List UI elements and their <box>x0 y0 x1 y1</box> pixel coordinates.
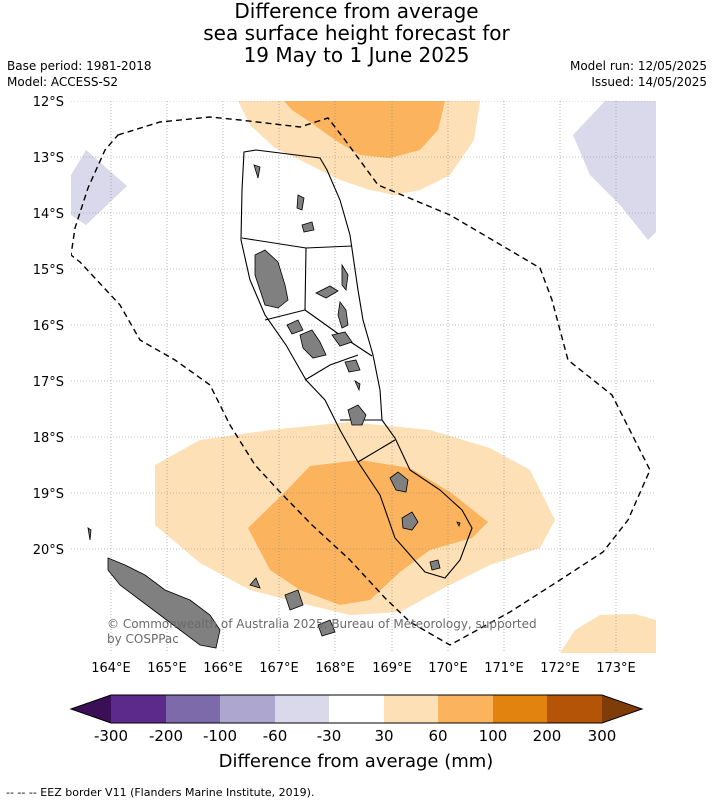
colorbar-outline <box>69 694 644 724</box>
meta-left: Base period: 1981-2018 Model: ACCESS-S2 <box>7 58 152 90</box>
colorbar-segment <box>384 695 438 723</box>
lon-label: 167°E <box>259 661 299 676</box>
colorbar-segment <box>111 695 166 723</box>
lon-label: 168°E <box>315 661 355 676</box>
lon-labels: 164°E 165°E 166°E 167°E 168°E 169°E 170°… <box>91 661 636 676</box>
island-erromango <box>389 471 409 493</box>
lon-label: 165°E <box>147 661 187 676</box>
island-tanna <box>401 511 419 531</box>
colorbar-label: Difference from average (mm) <box>219 751 494 772</box>
copyright-line-1: © Commonwealth of Australia 2025, Bureau… <box>107 617 537 631</box>
island-loyalty-3 <box>317 619 336 637</box>
base-period: Base period: 1981-2018 <box>7 59 152 73</box>
island-aneityum <box>429 559 441 571</box>
colorbar-tick: -200 <box>149 727 183 745</box>
island-banks <box>296 194 305 211</box>
title-line-2: sea surface height forecast for <box>203 21 510 45</box>
lon-label: 171°E <box>484 661 524 676</box>
lon-label: 166°E <box>203 661 243 676</box>
island-gaua <box>301 221 315 233</box>
colorbar-tick: -30 <box>317 727 342 745</box>
colorbar-segment <box>220 695 275 723</box>
colorbar-ticks: -300 -200 -100 -60 -30 30 60 100 200 300 <box>94 727 616 745</box>
island-maewo <box>341 263 349 291</box>
island-pentecost <box>337 300 349 329</box>
colorbar-tick: 60 <box>428 727 447 745</box>
gridlines <box>71 101 656 653</box>
colorbar-tick: 30 <box>374 727 393 745</box>
lat-label: 18°S <box>33 431 64 446</box>
eez-legend-note: -- -- -- EEZ border V11 (Flanders Marine… <box>6 786 315 799</box>
island-paama <box>344 359 361 373</box>
neg-anomaly-east <box>573 101 656 240</box>
neg-anomaly-west <box>71 150 127 225</box>
colorbar-tick: 200 <box>533 727 562 745</box>
colorbar-segment <box>547 695 602 723</box>
lon-label: 173°E <box>596 661 636 676</box>
pos-anomaly-north-60 <box>284 101 445 158</box>
island-loyalty-1 <box>249 577 261 589</box>
lat-label: 20°S <box>33 543 64 558</box>
lat-label: 14°S <box>33 207 64 222</box>
islands <box>87 164 461 649</box>
eez-border <box>71 116 651 646</box>
island-espiritu-santo <box>254 249 289 309</box>
title-line-1: Difference from average <box>234 0 479 23</box>
island-futuna <box>456 521 461 528</box>
lat-label: 17°S <box>33 375 64 390</box>
lon-label: 170°E <box>428 661 468 676</box>
colorbar-tick: 100 <box>479 727 508 745</box>
colorbar-tick: -300 <box>94 727 128 745</box>
pos-anomaly-south-60 <box>248 460 488 605</box>
model-name: Model: ACCESS-S2 <box>7 75 119 89</box>
colorbar-tick: -60 <box>263 727 288 745</box>
island-ambrym <box>331 331 353 347</box>
island-new-caledonia <box>107 557 221 649</box>
colorbar-segment <box>493 695 547 723</box>
colorbar-segment <box>275 695 329 723</box>
copyright-line-2: by COSPPac <box>107 632 179 646</box>
island-epi <box>354 380 361 392</box>
map-area: © Commonwealth of Australia 2025, Bureau… <box>71 101 656 653</box>
lat-label: 19°S <box>33 487 64 502</box>
title-line-3: 19 May to 1 June 2025 <box>243 43 470 67</box>
lat-label: 15°S <box>33 263 64 278</box>
lat-label: 13°S <box>33 151 64 166</box>
colorbar-right-extension <box>602 695 642 723</box>
lon-label: 164°E <box>91 661 131 676</box>
island-torres <box>253 164 261 179</box>
island-malekula <box>299 329 327 359</box>
meta-right: Model run: 12/05/2025 Issued: 14/05/2025 <box>570 58 707 90</box>
map-title: Difference from average sea surface heig… <box>0 0 713 66</box>
pos-anomaly-southeast-30 <box>560 614 656 653</box>
lat-label: 16°S <box>33 319 64 334</box>
island-small-north <box>87 527 92 541</box>
island-malo <box>315 285 339 299</box>
lon-label: 169°E <box>372 661 412 676</box>
colorbar-segment <box>329 695 384 723</box>
colorbar-tick: 300 <box>588 727 617 745</box>
lat-label: 12°S <box>33 95 64 110</box>
colorbar-segment <box>438 695 493 723</box>
colorbar-segment <box>166 695 220 723</box>
colorbar-tick: -100 <box>203 727 237 745</box>
colorbar <box>69 694 644 724</box>
island-loyalty-2 <box>284 589 304 611</box>
island-ambae <box>286 319 304 335</box>
model-run: Model run: 12/05/2025 <box>569 59 707 73</box>
colorbar-left-extension <box>71 695 111 723</box>
issued-date: Issued: 14/05/2025 <box>591 75 707 89</box>
island-efate <box>347 404 367 426</box>
lat-labels: 12°S 13°S 14°S 15°S 16°S 17°S 18°S 19°S … <box>33 95 64 558</box>
lon-label: 172°E <box>540 661 580 676</box>
